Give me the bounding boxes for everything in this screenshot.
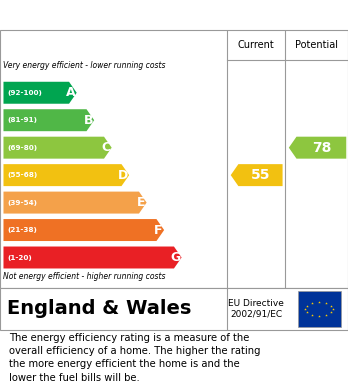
Text: 78: 78	[312, 141, 331, 155]
Text: A: A	[66, 86, 76, 99]
Text: Energy Efficiency Rating: Energy Efficiency Rating	[10, 7, 220, 23]
Text: G: G	[171, 251, 181, 264]
Text: Very energy efficient - lower running costs: Very energy efficient - lower running co…	[3, 61, 166, 70]
Text: (39-54): (39-54)	[8, 199, 38, 206]
Polygon shape	[3, 192, 147, 213]
Polygon shape	[231, 164, 283, 186]
Text: (69-80): (69-80)	[8, 145, 38, 151]
Text: (92-100): (92-100)	[8, 90, 42, 96]
Polygon shape	[3, 219, 164, 241]
Text: (55-68): (55-68)	[8, 172, 38, 178]
Polygon shape	[3, 164, 129, 186]
Text: Potential: Potential	[295, 40, 338, 50]
Bar	[298, 291, 341, 326]
Text: F: F	[154, 224, 163, 237]
Text: E: E	[136, 196, 145, 209]
Polygon shape	[3, 137, 112, 159]
Text: The energy efficiency rating is a measure of the
overall efficiency of a home. T: The energy efficiency rating is a measur…	[9, 333, 260, 383]
Text: (81-91): (81-91)	[8, 117, 38, 123]
Text: 55: 55	[251, 168, 270, 182]
Text: C: C	[101, 141, 110, 154]
Text: (1-20): (1-20)	[8, 255, 32, 260]
Text: England & Wales: England & Wales	[7, 300, 191, 319]
Polygon shape	[3, 246, 182, 269]
Text: Not energy efficient - higher running costs: Not energy efficient - higher running co…	[3, 272, 166, 281]
Text: B: B	[84, 114, 93, 127]
Text: Current: Current	[238, 40, 275, 50]
Text: (21-38): (21-38)	[8, 227, 38, 233]
Polygon shape	[289, 137, 346, 159]
Polygon shape	[3, 109, 94, 131]
Text: EU Directive
2002/91/EC: EU Directive 2002/91/EC	[228, 299, 284, 319]
Text: D: D	[118, 169, 128, 182]
Polygon shape	[3, 82, 77, 104]
